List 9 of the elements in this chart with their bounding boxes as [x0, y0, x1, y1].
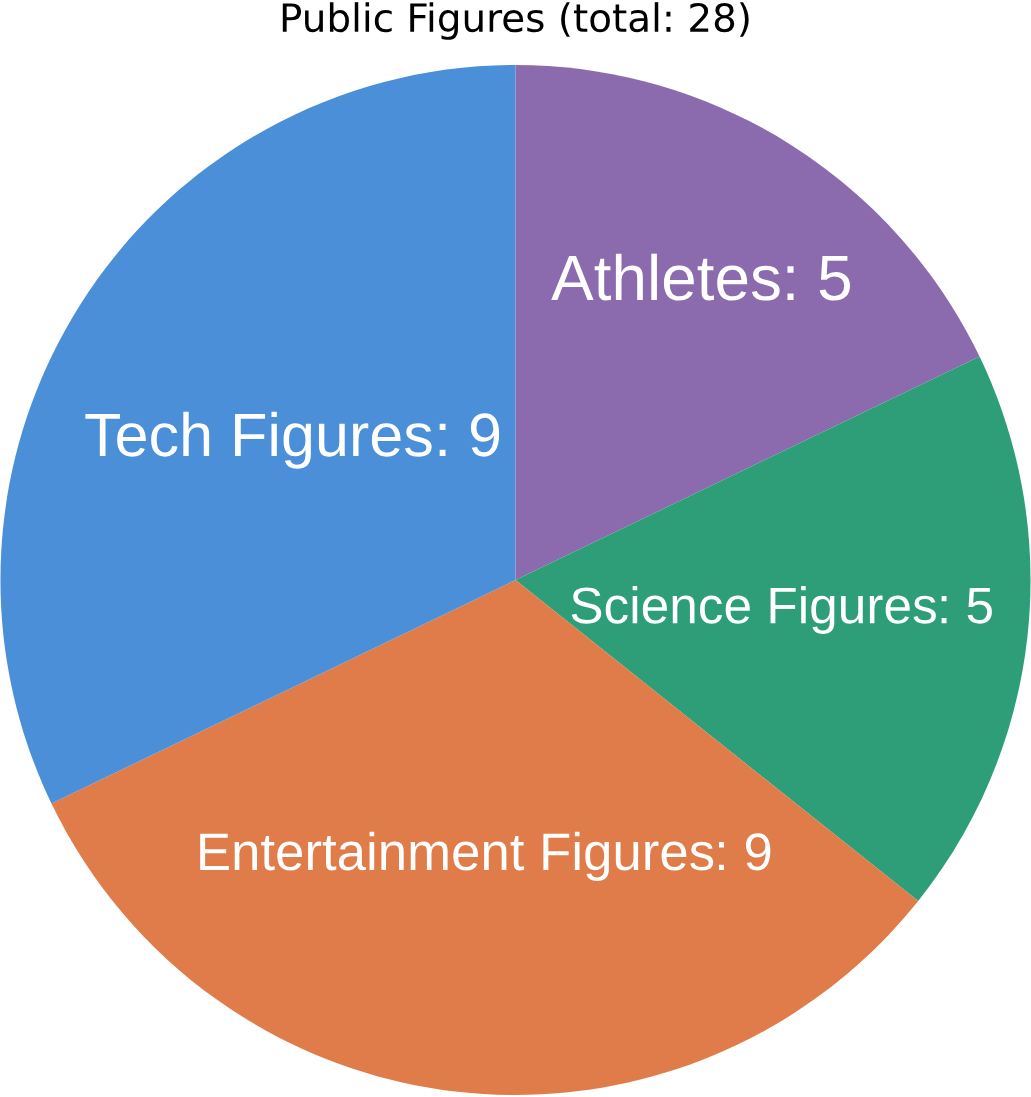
slice-label: Athletes [551, 253, 780, 301]
data-label: : 9 [718, 833, 771, 871]
chart-title: Public Figures (total: 28) [282, 2, 749, 40]
slice-label: Tech Figures [85, 411, 432, 469]
slice-label: Science Figures [571, 586, 936, 634]
slice-label: Entertainment Figures [200, 831, 714, 881]
data-label: : 5 [941, 587, 992, 624]
data-label: : 5 [787, 256, 850, 301]
data-label: : 9 [439, 413, 500, 457]
